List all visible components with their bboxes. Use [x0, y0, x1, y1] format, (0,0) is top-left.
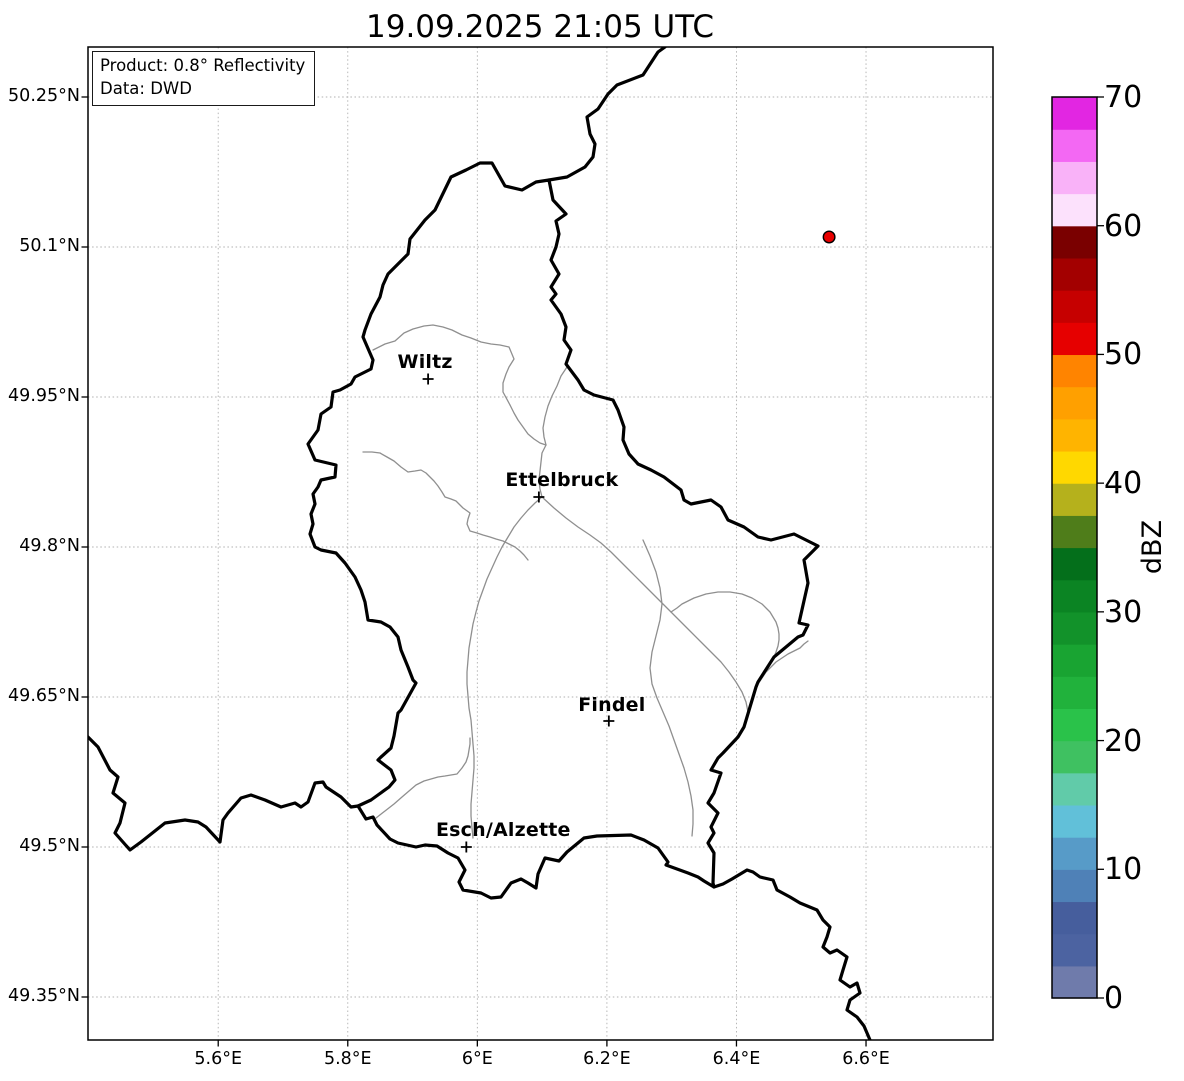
colorbar-segment — [1052, 450, 1097, 484]
colorbar-tick-label: 30 — [1104, 594, 1143, 630]
y-tick-label: 49.35°N — [8, 986, 80, 1006]
france-germany-border — [712, 868, 872, 1040]
colorbar-segment — [1052, 161, 1097, 195]
axis-tick-marks — [81, 96, 867, 1047]
figure-title: 19.09.2025 21:05 UTC — [366, 9, 714, 45]
colorbar-segment — [1052, 515, 1097, 549]
x-tick-label: 6°E — [461, 1049, 493, 1069]
colorbar-tick-label: 50 — [1104, 337, 1143, 373]
colorbar-segment — [1052, 483, 1097, 516]
colorbar-frame — [1051, 96, 1098, 999]
colorbar-axis-label: dBZ — [1136, 519, 1168, 575]
colorbar-tick-label: 40 — [1104, 466, 1143, 502]
colorbar-segment — [1052, 611, 1097, 645]
city-marker-ettelbruck — [533, 491, 545, 503]
luxembourg-border — [306, 161, 820, 900]
y-tick-label: 49.5°N — [19, 836, 80, 856]
canton-borders — [362, 324, 809, 839]
city-marker-esch-alzette — [460, 841, 472, 853]
colorbar-segment — [1052, 933, 1097, 967]
city-label-esch-alzette: Esch/Alzette — [435, 819, 571, 841]
colorbar-segment — [1052, 772, 1097, 806]
y-tick-label: 49.95°N — [8, 386, 80, 406]
france-belgium-border — [88, 735, 360, 852]
colorbar-segment — [1052, 129, 1097, 162]
colorbar-segment — [1052, 708, 1097, 742]
colorbar-segment — [1052, 193, 1097, 227]
city-markers — [422, 373, 615, 853]
x-tick-label: 5.8°E — [323, 1049, 372, 1069]
colorbar-segment — [1052, 322, 1097, 356]
colorbar-tick-label: 10 — [1104, 852, 1143, 888]
radar-site-dot — [822, 230, 836, 244]
colorbar-segment — [1052, 354, 1097, 388]
city-label-wiltz: Wiltz — [397, 351, 453, 373]
x-tick-label: 6.2°E — [583, 1049, 631, 1069]
colorbar-segment — [1052, 644, 1097, 677]
y-tick-label: 50.1°N — [19, 236, 80, 256]
product-info-line2: Data: DWD — [100, 79, 192, 99]
colorbar-segment — [1052, 418, 1097, 452]
y-tick-label: 49.8°N — [19, 536, 80, 556]
colorbar-segments — [1052, 97, 1097, 999]
product-info-box: Product: 0.8° Reflectivity Data: DWD — [92, 51, 316, 106]
colorbar-segment — [1052, 547, 1097, 581]
plot-frame — [87, 46, 994, 1041]
colorbar-tick-marks — [1097, 96, 1104, 999]
colorbar-segment — [1052, 257, 1097, 291]
colorbar-segment — [1052, 804, 1097, 838]
colorbar-segment — [1052, 290, 1097, 323]
colorbar-segment — [1052, 740, 1097, 774]
colorbar-segment — [1052, 225, 1097, 259]
colorbar-segment — [1052, 97, 1097, 130]
y-tick-label: 49.65°N — [8, 686, 80, 706]
x-tick-label: 6.4°E — [712, 1049, 761, 1069]
colorbar-segment — [1052, 579, 1097, 613]
x-tick-label: 5.6°E — [194, 1049, 243, 1069]
colorbar-segment — [1052, 837, 1097, 870]
colorbar-segment — [1052, 965, 1097, 999]
colorbar-tick-label: 20 — [1104, 723, 1143, 759]
colorbar-segment — [1052, 386, 1097, 420]
belgium-germany-border — [547, 47, 667, 182]
city-label-ettelbruck: Ettelbruck — [505, 469, 619, 491]
grid-lines — [88, 47, 993, 1040]
colorbar-segment — [1052, 901, 1097, 935]
colorbar-tick-label: 60 — [1104, 208, 1143, 244]
product-info-line1: Product: 0.8° Reflectivity — [100, 56, 306, 75]
y-tick-label: 50.25°N — [8, 86, 80, 106]
colorbar-segment — [1052, 676, 1097, 709]
colorbar-segment — [1052, 869, 1097, 903]
city-marker-findel — [603, 715, 615, 727]
country-borders — [88, 47, 872, 1040]
city-marker-wiltz — [422, 373, 434, 385]
x-tick-label: 6.6°E — [842, 1049, 890, 1069]
colorbar-tick-label: 70 — [1104, 80, 1143, 115]
colorbar-tick-label: 0 — [1104, 981, 1124, 1016]
city-label-findel: Findel — [578, 694, 646, 716]
